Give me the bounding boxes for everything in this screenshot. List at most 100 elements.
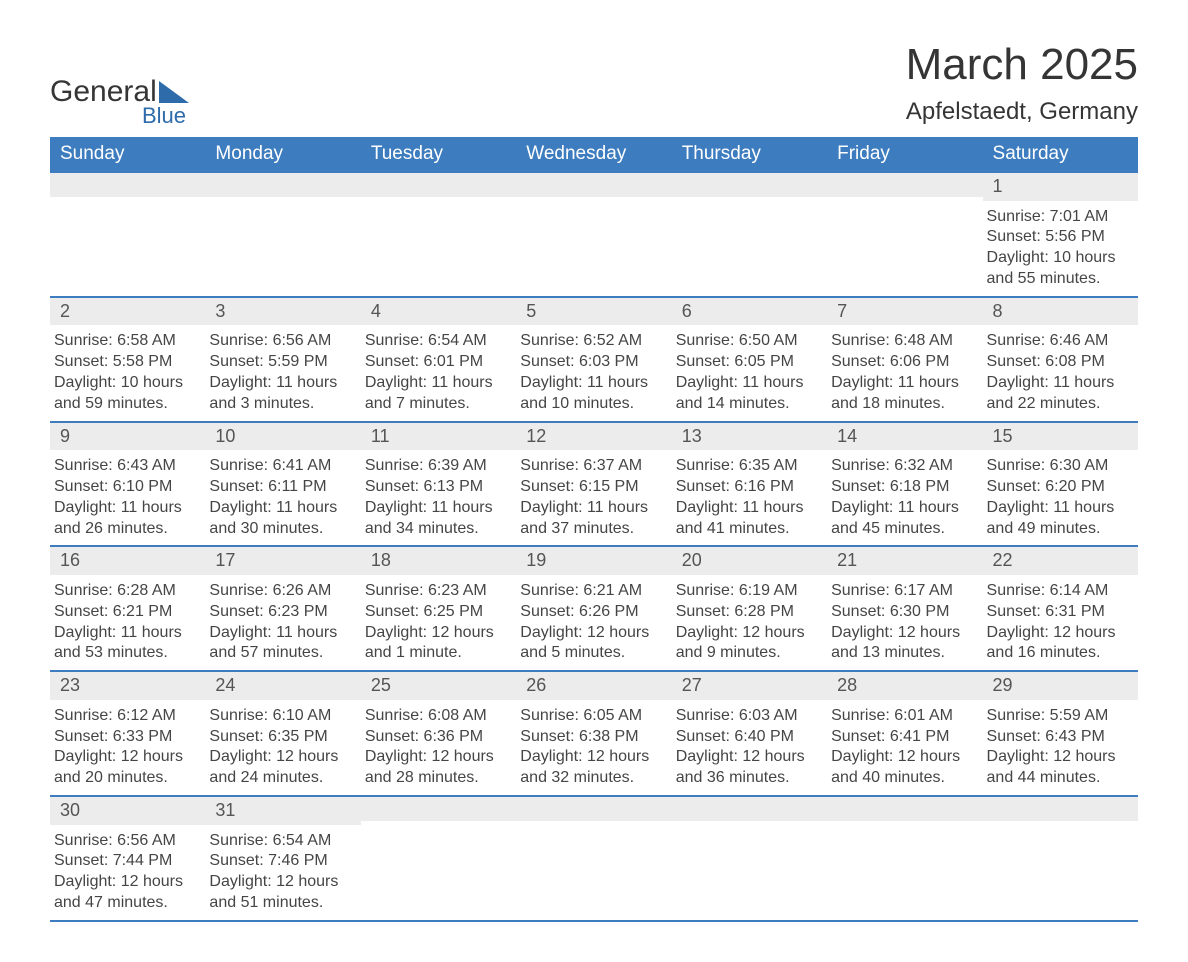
day-content: Sunrise: 6:14 AMSunset: 6:31 PMDaylight:… xyxy=(983,575,1138,670)
day-number-bar: 30 xyxy=(50,797,205,825)
day-number-bar: 8 xyxy=(983,298,1138,326)
calendar-day-cell: 19Sunrise: 6:21 AMSunset: 6:26 PMDayligh… xyxy=(516,546,671,671)
sunrise-line: Sunrise: 6:26 AM xyxy=(209,581,354,602)
calendar-day-cell: 25Sunrise: 6:08 AMSunset: 6:36 PMDayligh… xyxy=(361,671,516,796)
calendar-day-cell: 24Sunrise: 6:10 AMSunset: 6:35 PMDayligh… xyxy=(205,671,360,796)
sunset-line: Sunset: 6:03 PM xyxy=(520,352,665,373)
daylight-line: Daylight: 11 hours and 53 minutes. xyxy=(54,623,199,665)
sunrise-line: Sunrise: 6:23 AM xyxy=(365,581,510,602)
page-title: March 2025 xyxy=(906,40,1138,90)
sunrise-line: Sunrise: 6:39 AM xyxy=(365,456,510,477)
calendar-day-cell xyxy=(516,796,671,921)
day-content: Sunrise: 6:05 AMSunset: 6:38 PMDaylight:… xyxy=(516,700,671,795)
day-number-bar: 7 xyxy=(827,298,982,326)
day-number-bar xyxy=(827,797,982,821)
weekday-header: Sunday xyxy=(50,137,205,172)
header: General Blue March 2025 Apfelstaedt, Ger… xyxy=(50,40,1138,129)
day-content: Sunrise: 6:56 AMSunset: 7:44 PMDaylight:… xyxy=(50,825,205,920)
sunrise-line: Sunrise: 6:50 AM xyxy=(676,331,821,352)
day-content xyxy=(827,821,982,891)
calendar-day-cell: 9Sunrise: 6:43 AMSunset: 6:10 PMDaylight… xyxy=(50,422,205,547)
sunrise-line: Sunrise: 6:41 AM xyxy=(209,456,354,477)
sunset-line: Sunset: 6:30 PM xyxy=(831,602,976,623)
title-block: March 2025 Apfelstaedt, Germany xyxy=(906,40,1138,126)
calendar-day-cell: 21Sunrise: 6:17 AMSunset: 6:30 PMDayligh… xyxy=(827,546,982,671)
brand-word-1: General xyxy=(50,75,157,109)
calendar-day-cell: 14Sunrise: 6:32 AMSunset: 6:18 PMDayligh… xyxy=(827,422,982,547)
sunrise-line: Sunrise: 6:46 AM xyxy=(987,331,1132,352)
sunrise-line: Sunrise: 6:19 AM xyxy=(676,581,821,602)
sunset-line: Sunset: 5:58 PM xyxy=(54,352,199,373)
calendar-day-cell: 18Sunrise: 6:23 AMSunset: 6:25 PMDayligh… xyxy=(361,546,516,671)
calendar-day-cell xyxy=(672,172,827,297)
day-content: Sunrise: 6:26 AMSunset: 6:23 PMDaylight:… xyxy=(205,575,360,670)
calendar-day-cell xyxy=(672,796,827,921)
daylight-line: Daylight: 12 hours and 28 minutes. xyxy=(365,747,510,789)
sunrise-line: Sunrise: 6:35 AM xyxy=(676,456,821,477)
calendar-day-cell xyxy=(205,172,360,297)
daylight-line: Daylight: 12 hours and 40 minutes. xyxy=(831,747,976,789)
sunrise-line: Sunrise: 6:58 AM xyxy=(54,331,199,352)
day-content: Sunrise: 6:48 AMSunset: 6:06 PMDaylight:… xyxy=(827,325,982,420)
calendar-day-cell: 7Sunrise: 6:48 AMSunset: 6:06 PMDaylight… xyxy=(827,297,982,422)
sunrise-line: Sunrise: 6:03 AM xyxy=(676,706,821,727)
sunrise-line: Sunrise: 5:59 AM xyxy=(987,706,1132,727)
sunrise-line: Sunrise: 6:28 AM xyxy=(54,581,199,602)
day-number-bar: 6 xyxy=(672,298,827,326)
calendar-day-cell: 3Sunrise: 6:56 AMSunset: 5:59 PMDaylight… xyxy=(205,297,360,422)
day-content: Sunrise: 6:39 AMSunset: 6:13 PMDaylight:… xyxy=(361,450,516,545)
calendar-day-cell: 22Sunrise: 6:14 AMSunset: 6:31 PMDayligh… xyxy=(983,546,1138,671)
calendar-day-cell: 10Sunrise: 6:41 AMSunset: 6:11 PMDayligh… xyxy=(205,422,360,547)
sunset-line: Sunset: 6:10 PM xyxy=(54,477,199,498)
calendar-week-row: 9Sunrise: 6:43 AMSunset: 6:10 PMDaylight… xyxy=(50,422,1138,547)
daylight-line: Daylight: 11 hours and 7 minutes. xyxy=(365,373,510,415)
calendar-week-row: 2Sunrise: 6:58 AMSunset: 5:58 PMDaylight… xyxy=(50,297,1138,422)
sunrise-line: Sunrise: 6:08 AM xyxy=(365,706,510,727)
day-content xyxy=(983,821,1138,891)
daylight-line: Daylight: 11 hours and 37 minutes. xyxy=(520,498,665,540)
weekday-header: Monday xyxy=(205,137,360,172)
day-number-bar: 1 xyxy=(983,173,1138,201)
day-number-bar xyxy=(516,797,671,821)
day-number-bar: 14 xyxy=(827,423,982,451)
sunset-line: Sunset: 6:18 PM xyxy=(831,477,976,498)
sunset-line: Sunset: 6:43 PM xyxy=(987,727,1132,748)
calendar-day-cell: 11Sunrise: 6:39 AMSunset: 6:13 PMDayligh… xyxy=(361,422,516,547)
sunset-line: Sunset: 6:33 PM xyxy=(54,727,199,748)
sunset-line: Sunset: 6:15 PM xyxy=(520,477,665,498)
sunset-line: Sunset: 5:59 PM xyxy=(209,352,354,373)
daylight-line: Daylight: 12 hours and 13 minutes. xyxy=(831,623,976,665)
brand-triangle-icon xyxy=(159,81,189,103)
sunset-line: Sunset: 6:20 PM xyxy=(987,477,1132,498)
day-content: Sunrise: 6:54 AMSunset: 7:46 PMDaylight:… xyxy=(205,825,360,920)
sunset-line: Sunset: 7:46 PM xyxy=(209,851,354,872)
day-number-bar xyxy=(50,173,205,197)
day-content: Sunrise: 6:52 AMSunset: 6:03 PMDaylight:… xyxy=(516,325,671,420)
sunrise-line: Sunrise: 6:43 AM xyxy=(54,456,199,477)
daylight-line: Daylight: 10 hours and 55 minutes. xyxy=(987,248,1132,290)
daylight-line: Daylight: 12 hours and 24 minutes. xyxy=(209,747,354,789)
day-content: Sunrise: 6:54 AMSunset: 6:01 PMDaylight:… xyxy=(361,325,516,420)
day-number-bar: 25 xyxy=(361,672,516,700)
day-content xyxy=(361,197,516,267)
day-content: Sunrise: 6:58 AMSunset: 5:58 PMDaylight:… xyxy=(50,325,205,420)
daylight-line: Daylight: 11 hours and 26 minutes. xyxy=(54,498,199,540)
sunrise-line: Sunrise: 6:14 AM xyxy=(987,581,1132,602)
daylight-line: Daylight: 11 hours and 49 minutes. xyxy=(987,498,1132,540)
day-content xyxy=(361,821,516,891)
sunrise-line: Sunrise: 6:56 AM xyxy=(209,331,354,352)
calendar-week-row: 23Sunrise: 6:12 AMSunset: 6:33 PMDayligh… xyxy=(50,671,1138,796)
day-content: Sunrise: 6:43 AMSunset: 6:10 PMDaylight:… xyxy=(50,450,205,545)
day-content: Sunrise: 6:28 AMSunset: 6:21 PMDaylight:… xyxy=(50,575,205,670)
day-content: Sunrise: 7:01 AMSunset: 5:56 PMDaylight:… xyxy=(983,201,1138,296)
day-content: Sunrise: 6:08 AMSunset: 6:36 PMDaylight:… xyxy=(361,700,516,795)
calendar-day-cell: 27Sunrise: 6:03 AMSunset: 6:40 PMDayligh… xyxy=(672,671,827,796)
weekday-header: Friday xyxy=(827,137,982,172)
sunrise-line: Sunrise: 7:01 AM xyxy=(987,207,1132,228)
day-content: Sunrise: 6:37 AMSunset: 6:15 PMDaylight:… xyxy=(516,450,671,545)
sunset-line: Sunset: 7:44 PM xyxy=(54,851,199,872)
daylight-line: Daylight: 12 hours and 47 minutes. xyxy=(54,872,199,914)
calendar-day-cell xyxy=(827,796,982,921)
weekday-header: Saturday xyxy=(983,137,1138,172)
day-number-bar: 15 xyxy=(983,423,1138,451)
